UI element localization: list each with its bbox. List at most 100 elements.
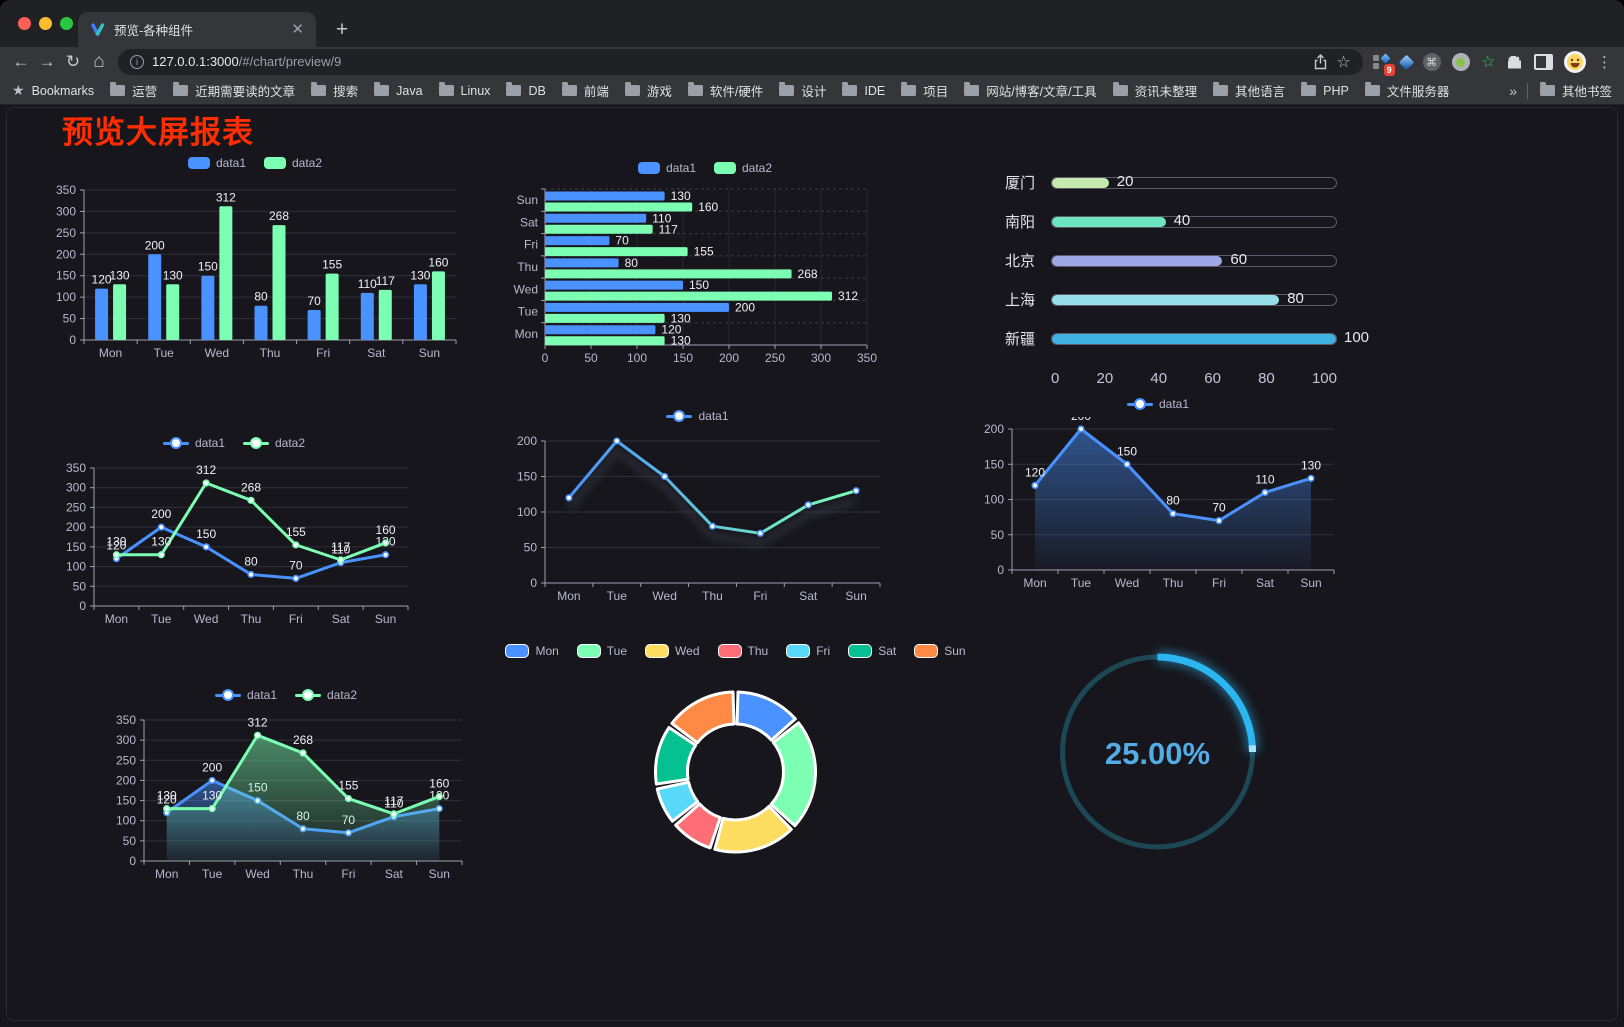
bookmark-folder[interactable]: 运营 <box>110 81 157 100</box>
svg-text:350: 350 <box>56 183 76 197</box>
bookmark-star-icon[interactable]: ☆ <box>1336 54 1351 71</box>
legend-item[interactable]: Mon <box>505 644 559 658</box>
svg-text:200: 200 <box>66 520 86 534</box>
bookmark-folder[interactable]: PHP <box>1301 82 1349 98</box>
folder-icon <box>1112 82 1128 96</box>
forward-icon[interactable]: → <box>38 52 56 71</box>
bookmarks-root-item[interactable]: ★ Bookmarks <box>12 82 95 98</box>
svg-text:Thu: Thu <box>293 867 314 881</box>
legend-item[interactable]: data1 <box>666 409 729 423</box>
legend-item[interactable]: data2 <box>714 161 772 175</box>
bookmark-folder[interactable]: 其他语言 <box>1213 81 1285 100</box>
legend-item[interactable]: Sun <box>914 644 966 658</box>
svg-text:117: 117 <box>659 222 678 236</box>
legend-marker <box>666 410 693 422</box>
progress-bars-chart: 厦门 20 南阳 40 北京 60 上海 80 新疆 100 0 20 40 60 80 100 <box>985 163 1369 395</box>
progress-row: 上海 80 <box>985 280 1363 319</box>
bookmark-folder[interactable]: DB <box>506 82 546 98</box>
bookmark-folder[interactable]: 项目 <box>901 81 948 100</box>
bookmark-folder[interactable]: 前端 <box>561 81 609 100</box>
bookmarks-bar: ★ Bookmarks 运营 近期需要读的文章 搜索 Java Linux DB 前端 游戏软… <box>0 77 1624 105</box>
other-bookmarks-item[interactable]: 其他书签 <box>1539 81 1612 100</box>
chart-legend: data1 <box>505 403 890 429</box>
donut-chart: Mon Tue Wed Thu Fri Sat Sun <box>505 638 966 888</box>
bookmark-folder[interactable]: 游戏 <box>624 81 672 100</box>
page-title: 预览大屏报表 <box>62 115 254 150</box>
legend-item[interactable]: Sat <box>848 644 896 658</box>
svg-text:150: 150 <box>517 470 537 484</box>
legend-marker <box>714 162 736 174</box>
svg-text:100: 100 <box>56 290 76 304</box>
bookmark-folder[interactable]: 资讯未整理 <box>1112 81 1197 100</box>
gem-extension-icon[interactable] <box>1398 54 1414 70</box>
svg-text:50: 50 <box>524 541 538 555</box>
share-icon[interactable] <box>1313 54 1328 70</box>
profile-avatar[interactable] <box>1564 51 1586 73</box>
svg-text:Tue: Tue <box>1071 576 1092 590</box>
legend-item[interactable]: data1 <box>214 688 277 702</box>
svg-text:160: 160 <box>698 200 718 214</box>
donut-canvas <box>654 690 817 854</box>
legend-item[interactable]: Wed <box>645 644 700 658</box>
browser-tab[interactable]: 预览-各种组件 ✕ <box>78 12 316 47</box>
chart-legend: data1 data2 <box>50 430 418 456</box>
minimize-window-button[interactable] <box>39 17 52 30</box>
bookmark-folder[interactable]: IDE <box>842 82 885 98</box>
chrome-menu-icon[interactable]: ⋮ <box>1597 54 1612 71</box>
svg-text:0: 0 <box>530 576 537 590</box>
folder-icon <box>901 82 917 96</box>
maximize-window-button[interactable] <box>60 17 73 30</box>
tab-manager-extension-icon[interactable]: 9 <box>1372 53 1395 76</box>
bookmark-folder[interactable]: 近期需要读的文章 <box>173 81 295 100</box>
address-bar[interactable]: i 127.0.0.1:3000/#/chart/preview/9 ☆ <box>118 49 1363 75</box>
progress-axis: 0 20 40 60 80 100 <box>1051 370 1337 387</box>
bookmark-folder[interactable]: Linux <box>438 82 490 98</box>
svg-text:117: 117 <box>376 274 395 288</box>
two-series-area-chart: data1 data2 0 50 100 150 200 250 300 350 Mon Tue Wed… <box>100 682 472 885</box>
legend-item[interactable]: Thu <box>717 644 768 658</box>
close-window-button[interactable] <box>18 17 31 30</box>
green-star-extension-icon[interactable]: ☆ <box>1479 53 1497 72</box>
svg-text:110: 110 <box>358 277 377 291</box>
sidebar-toggle-icon[interactable] <box>1534 54 1553 70</box>
bookmark-folder[interactable]: 文件服务器 <box>1364 81 1449 100</box>
gauge-chart: 25.00% <box>1040 645 1275 873</box>
bookmark-folder[interactable]: 软件/硬件 <box>687 81 763 100</box>
legend-item[interactable]: Tue <box>576 644 627 658</box>
svg-text:120: 120 <box>157 793 177 807</box>
bookmark-folder[interactable]: 搜索 <box>311 81 358 100</box>
bookmark-folder[interactable]: Java <box>374 82 423 98</box>
progress-value: 60 <box>1230 250 1248 268</box>
svg-text:250: 250 <box>56 226 76 240</box>
legend-item[interactable]: data1 <box>1126 397 1189 411</box>
legend-item[interactable]: data1 <box>637 161 696 175</box>
tab-close-icon[interactable]: ✕ <box>291 21 304 38</box>
bookmarks-overflow-chevron[interactable]: » <box>1509 82 1517 99</box>
legend-item[interactable]: data1 <box>187 156 246 170</box>
legend-item[interactable]: data2 <box>295 688 357 702</box>
tab-favicon <box>91 22 105 36</box>
svg-text:312: 312 <box>216 190 236 204</box>
site-info-icon[interactable]: i <box>130 55 144 69</box>
svg-text:0: 0 <box>129 854 136 868</box>
folder-icon <box>374 82 390 96</box>
command-extension-icon[interactable]: ⌘ <box>1422 53 1441 71</box>
reload-icon[interactable]: ↻ <box>65 52 81 71</box>
back-icon[interactable]: ← <box>12 52 30 71</box>
legend-item[interactable]: data1 <box>162 436 225 450</box>
puzzle-extensions-icon[interactable] <box>1506 54 1523 71</box>
progress-track: 100 <box>1051 329 1369 346</box>
home-icon[interactable]: ⌂ <box>93 51 105 72</box>
bookmark-folder[interactable]: 设计 <box>779 81 826 100</box>
svg-text:70: 70 <box>615 234 629 248</box>
svg-text:350: 350 <box>857 351 877 365</box>
legend-item[interactable]: data2 <box>243 436 305 450</box>
new-tab-button[interactable]: + <box>335 18 349 41</box>
legend-item[interactable]: Fri <box>786 644 830 658</box>
svg-text:Sat: Sat <box>520 215 539 229</box>
recorder-extension-icon[interactable] <box>1451 53 1470 71</box>
legend-item[interactable]: data2 <box>264 156 322 170</box>
dashboard-content: 预览大屏报表 data1 data2 0 50 100 150 200 250 300 350 Mo… <box>0 105 1624 1027</box>
bookmark-folder[interactable]: 网站/博客/文章/工具 <box>964 81 1097 100</box>
svg-text:80: 80 <box>1166 494 1180 508</box>
